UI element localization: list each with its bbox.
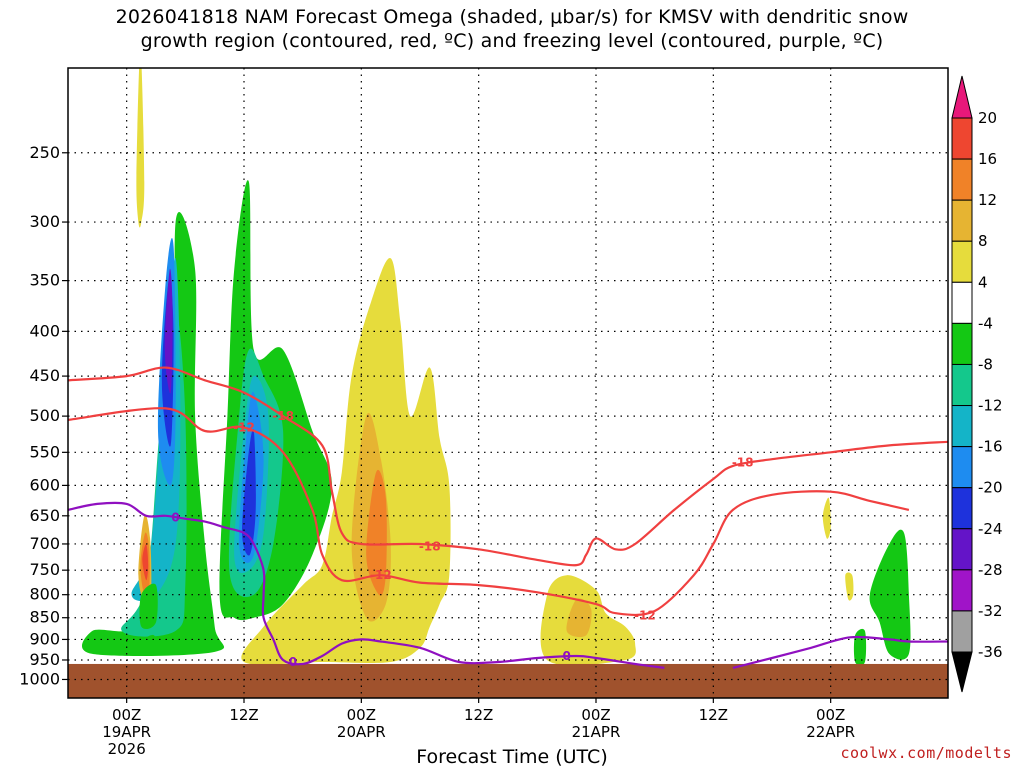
ytick-label-850: 850 — [29, 608, 60, 627]
plot-frame — [67, 67, 949, 699]
colorbar-bin-6 — [951, 363, 973, 407]
plot-area: -12 -12 -12 -18 -18 -18 0 0 0 — [67, 67, 949, 699]
ground-surface — [68, 663, 948, 698]
colorbar-label-2: 12 — [978, 191, 997, 209]
colorbar-label-0: 20 — [978, 109, 997, 127]
isotherm-minus12-line — [68, 407, 910, 617]
colorbar-label-3: 8 — [978, 232, 988, 250]
freezing-level-label-0: 0 — [171, 511, 179, 525]
colorbar-label-1: 16 — [978, 150, 997, 168]
omega-region-6 — [164, 268, 173, 394]
xtick-label-12-0: 12Z — [229, 706, 258, 724]
colorbar-label-8: -16 — [978, 438, 1003, 456]
plot-inner: -12 -12 -12 -18 -18 -18 0 0 0 — [68, 68, 948, 698]
xtick-label-0-0: 00Z — [112, 706, 141, 724]
xtick-label-0-2: 2026 — [108, 740, 146, 758]
isotherm-minus18-label-2: -18 — [732, 456, 754, 470]
colorbar-label-4: 4 — [978, 273, 988, 291]
isotherm-minus18-line — [68, 366, 948, 567]
ytick-label-600: 600 — [29, 475, 60, 494]
colorbar-bin-3 — [951, 240, 973, 283]
omega-region-21 — [822, 497, 831, 539]
freezing-level-line — [68, 501, 665, 669]
ytick-label-350: 350 — [29, 271, 60, 290]
freezing-level-label-1: 0 — [289, 655, 297, 669]
omega-region-14 — [366, 469, 387, 596]
omega-region-19 — [566, 598, 592, 638]
xtick-label-60-0: 12Z — [699, 706, 728, 724]
colorbar-bin-12 — [951, 610, 973, 653]
omega-region-0 — [136, 68, 145, 228]
xtick-label-72-1: 22APR — [806, 723, 855, 741]
ytick-label-300: 300 — [29, 212, 60, 231]
colorbar-bin-4 — [951, 281, 973, 324]
colorbar-bin-11 — [951, 569, 973, 612]
colorbar-bin-5 — [951, 322, 973, 365]
chart-title-line-2: growth region (contoured, red, ºC) and f… — [140, 30, 884, 52]
colorbar-label-12: -32 — [978, 602, 1003, 620]
colorbar-bin-7 — [951, 405, 973, 448]
colorbar-bin-0 — [951, 117, 973, 160]
ytick-label-650: 650 — [29, 506, 60, 525]
isotherm-minus12-label-1: -12 — [370, 568, 392, 582]
omega-region-17 — [142, 543, 149, 581]
ytick-label-950: 950 — [29, 650, 60, 669]
chart-title-line-1: 2026041818 NAM Forecast Omega (shaded, μ… — [115, 6, 909, 28]
colorbar-label-5: -4 — [978, 314, 993, 332]
colorbar-top-arrow — [951, 75, 973, 119]
colorbar-label-10: -24 — [978, 520, 1003, 538]
ytick-label-700: 700 — [29, 534, 60, 553]
colorbar-bottom-arrow — [951, 651, 973, 693]
xtick-label-72-0: 00Z — [816, 706, 845, 724]
colorbar-bin-10 — [951, 528, 973, 571]
ytick-label-800: 800 — [29, 585, 60, 604]
colorbar: 20 16 12 8 4 -4 -8 -12 -16 -20 -24 -28 -32 -36 — [951, 75, 1003, 693]
xtick-label-24-0: 00Z — [347, 706, 376, 724]
ytick-label-900: 900 — [29, 629, 60, 648]
colorbar-label-11: -28 — [978, 561, 1003, 579]
colorbar-bin-9 — [951, 487, 973, 530]
xtick-label-0-1: 19APR — [102, 723, 151, 741]
omega-region-22 — [845, 572, 854, 601]
isotherm-minus12-label-2: -12 — [634, 608, 656, 622]
site-credit[interactable]: coolwx.com/modelts — [840, 744, 1012, 762]
colorbar-label-6: -8 — [978, 355, 993, 373]
ytick-label-250: 250 — [29, 143, 60, 162]
colorbar-label-13: -36 — [978, 643, 1003, 661]
colorbar-bin-1 — [951, 158, 973, 201]
ytick-label-550: 550 — [29, 442, 60, 461]
omega-region-11 — [241, 428, 256, 556]
colorbar-label-7: -12 — [978, 397, 1003, 415]
freezing-level-line-2 — [732, 635, 948, 669]
colorbar-label-9: -20 — [978, 479, 1003, 497]
omega-region-1 — [81, 212, 225, 657]
omega-region-20 — [869, 529, 911, 660]
colorbar-bin-8 — [951, 446, 973, 489]
x-axis-title: Forecast Time (UTC) — [416, 746, 608, 768]
ytick-label-750: 750 — [29, 560, 60, 579]
ytick-label-1000: 1000 — [19, 669, 60, 688]
ytick-label-400: 400 — [29, 321, 60, 340]
colorbar-bin-2 — [951, 199, 973, 242]
ytick-label-500: 500 — [29, 406, 60, 425]
isotherm-minus18-label-1: -18 — [419, 540, 441, 554]
y-axis: 250 300 350 400 450 500 550 600 650 700 750 800 850 9… — [19, 143, 68, 688]
xtick-label-48-1: 21APR — [572, 723, 621, 741]
xtick-label-36-0: 12Z — [464, 706, 493, 724]
isotherm-minus18-label-0: -18 — [272, 409, 294, 423]
omega-region-12 — [241, 258, 451, 665]
freezing-level-label-2: 0 — [562, 649, 570, 663]
omega-region-25 — [139, 634, 156, 655]
xtick-label-24-1: 20APR — [337, 723, 386, 741]
ytick-label-450: 450 — [29, 366, 60, 385]
xtick-label-48-0: 00Z — [581, 706, 610, 724]
isotherm-minus12-label-0: -12 — [233, 420, 255, 434]
